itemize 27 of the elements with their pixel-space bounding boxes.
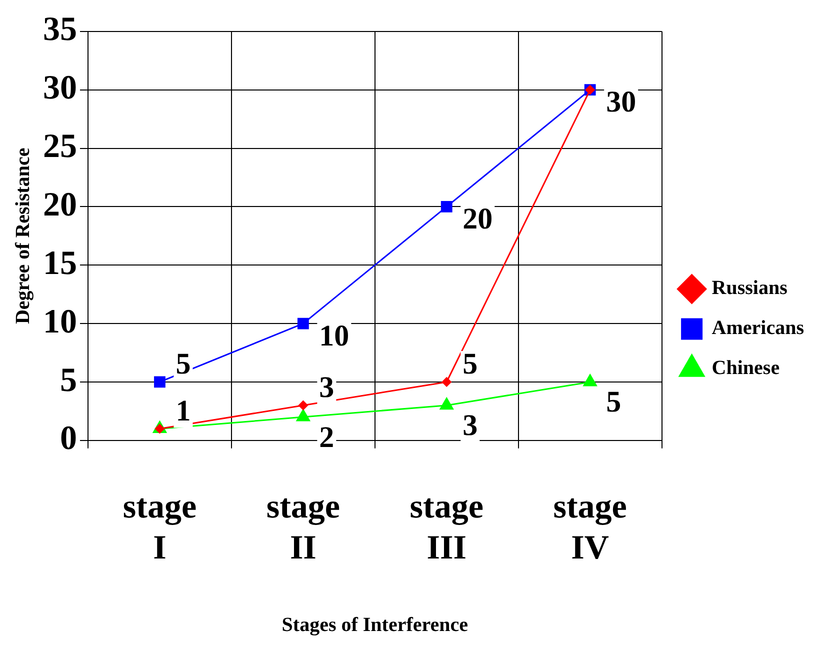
legend-label: Chinese xyxy=(712,357,780,380)
y-tick-label: 20 xyxy=(43,186,77,224)
x-tick-label: stage II xyxy=(266,488,340,566)
y-tick-label: 25 xyxy=(43,128,77,166)
data-label: 20 xyxy=(462,202,493,236)
data-label: 1 xyxy=(176,394,191,428)
y-axis-title: Degree of Resistance xyxy=(12,148,34,324)
legend-label: Americans xyxy=(712,317,804,340)
x-tick-label: stage III xyxy=(410,488,484,566)
x-tick-label: stage IV xyxy=(553,488,627,566)
y-tick-label: 5 xyxy=(60,362,77,399)
data-label: 2 xyxy=(319,420,334,454)
x-axis-title: Stages of Interference xyxy=(282,614,468,636)
y-tick-label: 10 xyxy=(43,303,77,340)
y-tick-label: 0 xyxy=(60,420,77,458)
data-label: 3 xyxy=(319,371,334,404)
data-label: 5 xyxy=(606,386,622,419)
data-label: 5 xyxy=(176,348,191,381)
data-label: 5 xyxy=(462,348,478,381)
y-tick-label: 15 xyxy=(43,244,77,282)
y-tick-label: 30 xyxy=(43,70,77,107)
data-label: 3 xyxy=(462,409,478,442)
y-tick-label: 35 xyxy=(43,11,77,48)
legend-label: Russians xyxy=(712,277,788,300)
x-tick-label: stage I xyxy=(122,488,197,566)
data-label: 10 xyxy=(319,319,350,352)
data-label: 30 xyxy=(606,86,636,119)
